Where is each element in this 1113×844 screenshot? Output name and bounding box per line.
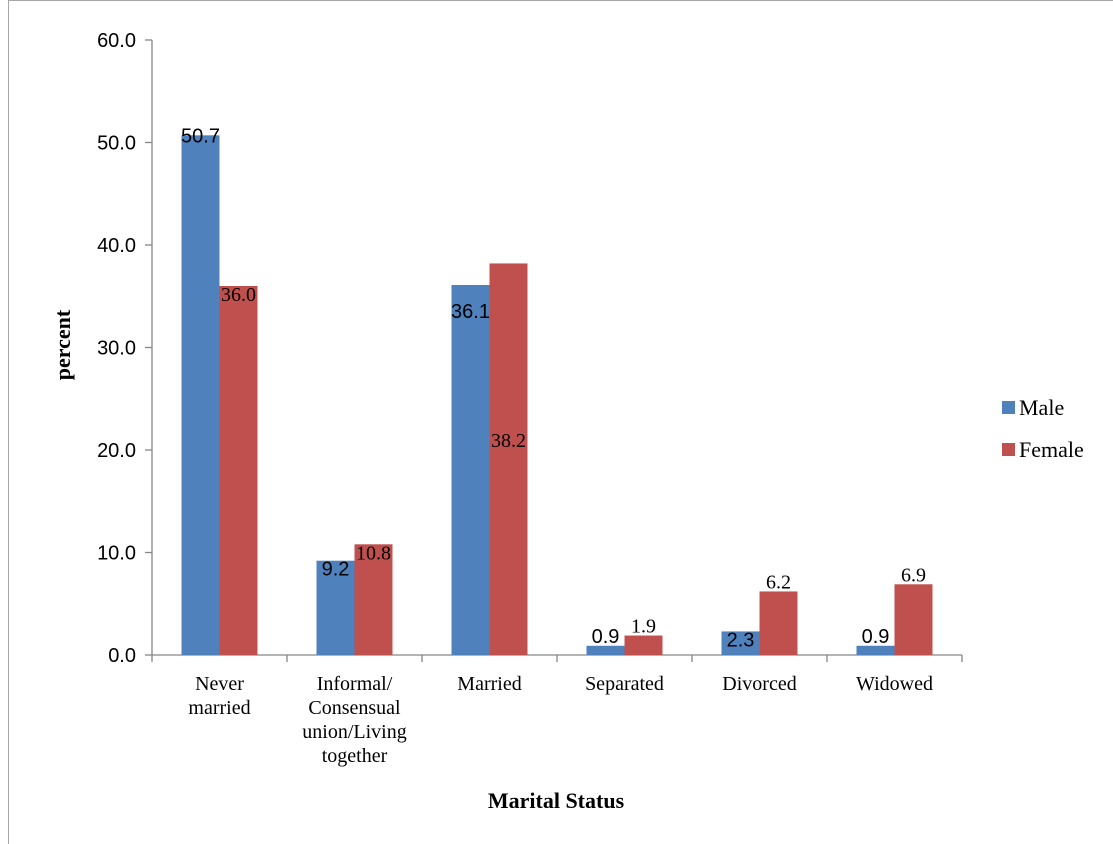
legend-label: Female [1019, 437, 1084, 462]
data-label: 36.1 [451, 301, 490, 323]
bar-female [489, 263, 528, 655]
x-tick-label: Never married [188, 673, 250, 719]
x-tick-label: Separated [585, 673, 664, 695]
data-label: 0.9 [862, 626, 890, 648]
x-tick-label: Informal/Consensual union/Living together [302, 673, 406, 767]
y-tick-label: 60.0 [97, 30, 136, 52]
legend-label: Male [1019, 395, 1064, 420]
y-tick-label: 40.0 [97, 235, 136, 257]
bar-male [721, 631, 760, 655]
bar-female [219, 286, 258, 655]
y-tick-label: 10.0 [97, 543, 136, 565]
chart-frame [8, 0, 1113, 844]
data-label: 38.2 [491, 430, 526, 452]
bar-male [316, 560, 355, 655]
data-label: 9.2 [322, 559, 350, 581]
y-tick-label: 30.0 [97, 338, 136, 360]
bar-female [759, 591, 798, 655]
x-tick-label: Married [457, 673, 521, 695]
bar-male [181, 135, 220, 655]
bar-female [354, 544, 393, 655]
x-tick-label: Widowed [856, 673, 933, 695]
chart-legend: Male Female [1002, 395, 1084, 462]
data-label: 2.3 [727, 629, 755, 651]
bar-female [624, 635, 663, 655]
legend-swatch [1002, 443, 1015, 456]
y-tick-label: 20.0 [97, 440, 136, 462]
bar-male [586, 645, 625, 655]
y-axis-title: percent [50, 309, 75, 380]
legend-swatch [1002, 401, 1015, 414]
data-label: 0.9 [592, 626, 620, 648]
data-label: 10.8 [356, 542, 391, 564]
chart-axes: 0.0 10.0 20.0 30.0 40.0 50.0 60.0 Never married I… [97, 30, 963, 767]
x-axis-title: Marital Status [488, 788, 625, 813]
bar-male [856, 645, 895, 655]
x-tick-label: Divorced [722, 673, 796, 695]
y-tick-label: 0.0 [108, 645, 136, 667]
data-label: 6.2 [766, 571, 791, 593]
bar-female [894, 584, 933, 655]
data-label: 36.0 [221, 284, 256, 306]
bar-male [451, 284, 490, 655]
chart-data-labels: 50.7 36.0 9.2 10.8 36.1 38.2 0.9 1.9 2.3 6.2 0.9 6.… [181, 125, 926, 651]
y-tick-label: 50.0 [97, 133, 136, 155]
chart-bars [181, 135, 933, 655]
data-label: 1.9 [631, 616, 656, 638]
data-label: 6.9 [901, 564, 926, 586]
data-label: 50.7 [181, 125, 220, 147]
